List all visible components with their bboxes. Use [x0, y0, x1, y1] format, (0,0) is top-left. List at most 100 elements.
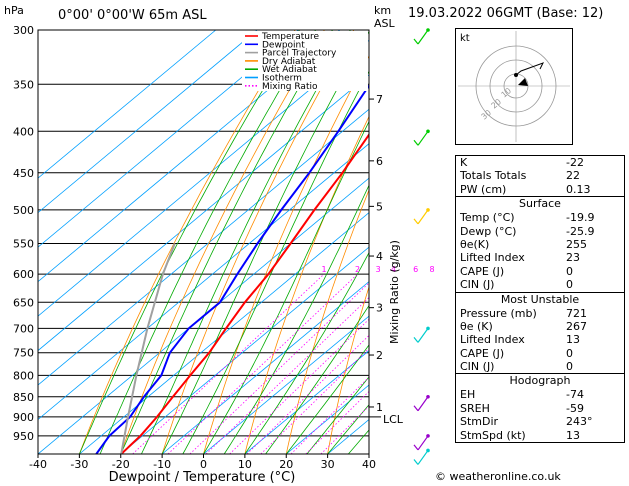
- pressure-tick-750: 750: [13, 347, 34, 360]
- surface-row-temp: Temp (°C) -19.9: [460, 211, 595, 225]
- mixing-ratio-label: 8: [430, 265, 435, 274]
- skewt-diagram: 3003504004505005506006507007508008509009…: [4, 4, 440, 485]
- dry-adiabat: [120, 30, 325, 454]
- wind-barb-dot: [426, 208, 430, 212]
- mixing-ratio-label: 6: [413, 265, 418, 274]
- mixing-ratio-line: [189, 282, 369, 454]
- temp-tick-5: 10: [238, 458, 252, 471]
- index-row-k: K -22: [460, 156, 584, 169]
- temperature-tick-labels: -40 -30 -20 -10 0 10 20 30 40: [29, 454, 376, 471]
- isotherm: [38, 39, 369, 317]
- isotherm: [203, 315, 369, 454]
- dry-adiabat-lines: [79, 30, 440, 454]
- km-label: km: [374, 4, 391, 17]
- mu-row-thetae: θe (K) 267: [460, 319, 587, 333]
- mixing-ratio-label: 4: [391, 265, 396, 274]
- wet-adiabat: [244, 251, 369, 454]
- wet-adiabat: [79, 30, 300, 454]
- temp-tick-4: 0: [200, 458, 207, 471]
- mixing-ratio-line: [246, 334, 369, 454]
- wind-barb: [417, 130, 429, 146]
- km-tick-2: 2: [376, 349, 383, 362]
- hodo-row-stmdir: StmDir 243°: [460, 415, 593, 429]
- mu-row-cape: CAPE (J) 0: [460, 346, 573, 360]
- mixing-ratio-line: [132, 273, 325, 454]
- legend-entry-6: Mixing Ratio: [262, 82, 318, 92]
- profile-series: [95, 83, 369, 454]
- temp-tick-8: 40: [362, 458, 376, 471]
- wet-adiabat: [99, 30, 316, 454]
- wet-adiabat: [327, 404, 369, 454]
- isotherm: [38, 30, 299, 248]
- legend-entry-2: Parcel Trajectory: [262, 49, 337, 59]
- legend-entry-5: Isotherm: [262, 74, 302, 84]
- wind-barb-dot: [426, 28, 430, 32]
- copyright-footer: © weatheronline.co.uk: [435, 470, 561, 483]
- isotherm-lines: [38, 30, 369, 454]
- hodograph-title: Hodograph: [509, 374, 571, 388]
- km-tick-6: 6: [376, 155, 383, 168]
- mixing-ratio-lines: [132, 273, 369, 454]
- wind-barb-flag: [413, 218, 419, 225]
- y-axis-title-right: Mixing Ratio (g/kg): [388, 240, 401, 344]
- legend-background: [242, 31, 368, 91]
- mixing-ratio-label: 2: [355, 265, 360, 274]
- hodograph: kt 30 20 10: [455, 28, 573, 145]
- wind-barb: [417, 29, 429, 45]
- pressure-tick-950: 950: [13, 430, 34, 443]
- wind-barb-flag: [413, 459, 419, 465]
- isotherm: [38, 108, 369, 386]
- wind-barb: [417, 328, 429, 343]
- hodograph-ring-label: 20: [490, 97, 504, 110]
- indices-top-box: K -22 Totals Totals 22 PW (cm) 0.13: [455, 155, 625, 198]
- mixing-ratio-line: [205, 297, 369, 454]
- wind-barb-dot: [426, 129, 430, 134]
- wet-adiabat: [161, 30, 369, 454]
- wet-adiabat: [306, 376, 369, 454]
- mixing-ratio-line: [260, 347, 369, 454]
- wind-barb: [417, 435, 429, 451]
- wet-adiabat: [120, 30, 333, 454]
- plot-frame: [37, 29, 370, 455]
- wind-barb-flag: [413, 405, 419, 412]
- pressure-tick-300: 300: [13, 24, 34, 37]
- indices-panel: K -22 Totals Totals 22 PW (cm) 0.13 Surface…: [455, 155, 625, 467]
- wind-barb-flag: [413, 38, 419, 45]
- wet-adiabat: [182, 70, 369, 454]
- index-row-pw: PW (cm) 0.13: [460, 182, 591, 196]
- pressure-tick-850: 850: [13, 391, 34, 404]
- temp-tick-2: -20: [112, 458, 130, 471]
- hodograph-trace: [515, 62, 545, 76]
- pressure-tick-800: 800: [13, 369, 34, 382]
- hodograph-box: Hodograph EH -74 SREH -59 StmDir 243° StmSp…: [455, 374, 625, 444]
- hodograph-rings: [458, 31, 570, 142]
- wind-barb: [417, 209, 429, 225]
- pressure-tick-650: 650: [13, 296, 34, 309]
- wet-adiabat: [203, 120, 369, 454]
- storm-motion-marker: [518, 78, 528, 86]
- wet-adiabat: [141, 30, 351, 454]
- mu-row-pressure: Pressure (mb) 721: [460, 306, 587, 320]
- dewpoint-profile: [95, 83, 369, 454]
- hodo-row-eh: EH -74: [460, 388, 584, 402]
- hodo-row-sreh: SREH -59: [460, 401, 584, 415]
- dry-adiabat: [244, 115, 369, 454]
- mu-row-cin: CIN (J) 0: [460, 360, 573, 374]
- km-tick-7: 7: [376, 93, 383, 106]
- surface-title: Surface: [519, 197, 561, 211]
- wind-barbs: [413, 28, 430, 465]
- surface-row-cin: CIN (J) 0: [460, 278, 573, 292]
- asl-label: ASL: [374, 17, 396, 30]
- isotherm: [38, 30, 341, 283]
- hodograph-ring-label: 30: [480, 108, 494, 121]
- wind-barb-dot: [426, 394, 430, 399]
- forecast-datetime: 19.03.2022 06GMT (Base: 12): [408, 6, 604, 21]
- dry-adiabat: [203, 55, 369, 454]
- dry-adiabat: [410, 30, 440, 454]
- surface-box: Surface Temp (°C) -19.9 Dewp (°C) -25.9 θe…: [455, 197, 625, 293]
- mixing-ratio-line: [167, 273, 358, 454]
- wind-barb-flag: [413, 337, 419, 343]
- pressure-tick-700: 700: [13, 322, 34, 335]
- isotherm: [327, 419, 369, 454]
